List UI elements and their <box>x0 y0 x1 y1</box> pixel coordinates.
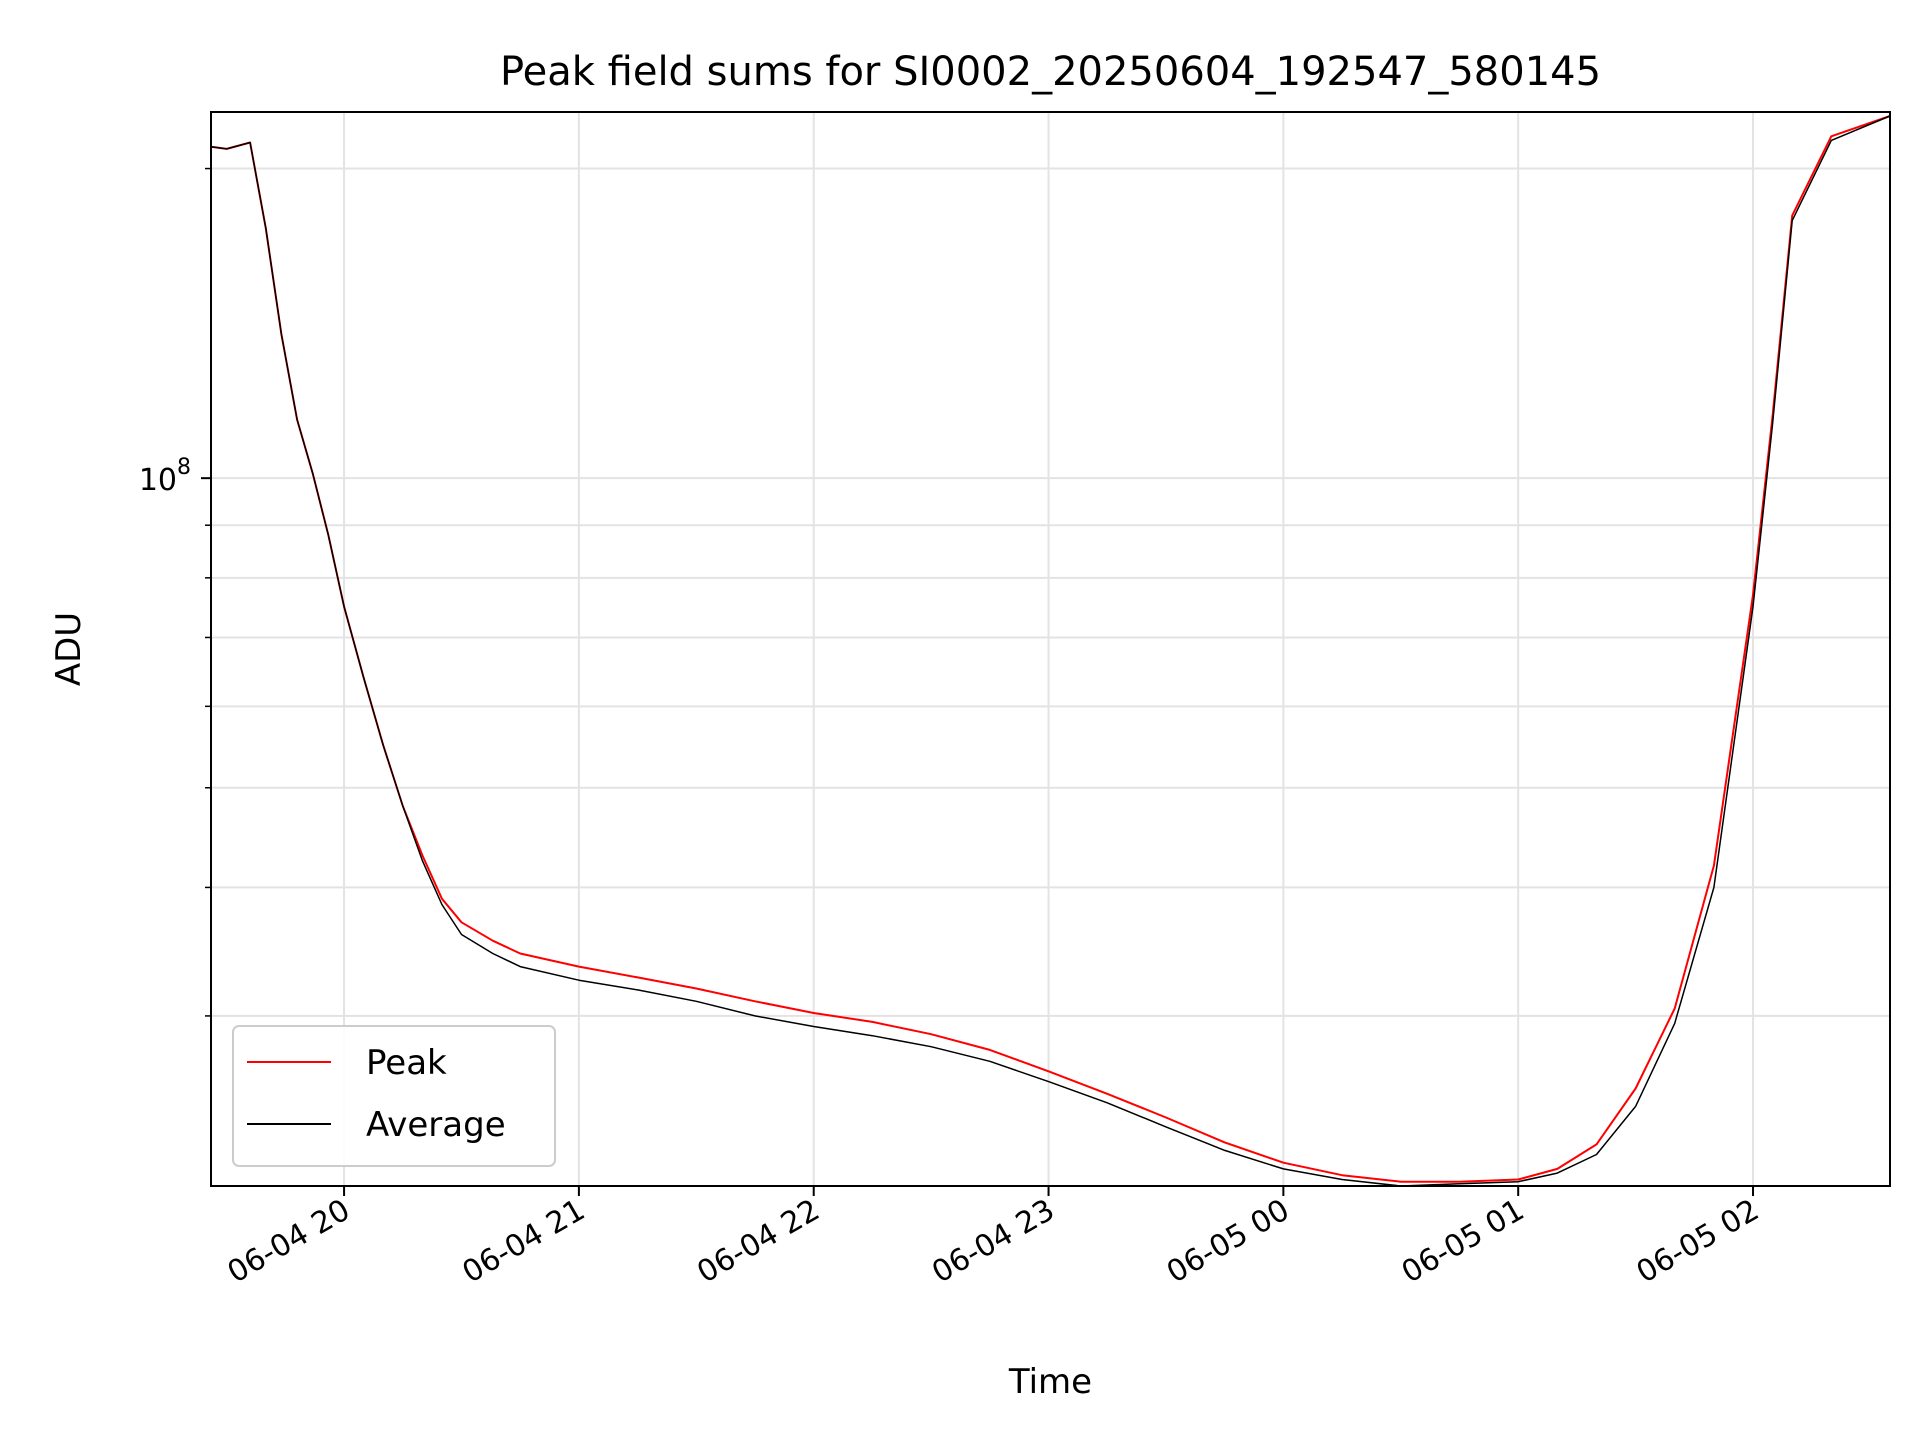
series-line-average <box>210 115 1891 1187</box>
series-layer <box>210 115 1891 1187</box>
legend-label-average: Average <box>366 1105 506 1145</box>
x-axis-label: Time <box>1008 1362 1092 1402</box>
y-tick-exponent: 8 <box>177 455 191 480</box>
y-axis-label: ADU <box>49 612 89 686</box>
y-tick-label: 108 <box>139 455 191 498</box>
axes-frame <box>210 111 1891 1187</box>
grid <box>211 112 1890 1186</box>
y-tick-base: 10 <box>139 463 177 498</box>
legend: Peak Average <box>232 1025 556 1167</box>
chart-title: Peak field sums for SI0002_20250604_1925… <box>500 49 1601 95</box>
legend-label-peak: Peak <box>366 1043 447 1083</box>
